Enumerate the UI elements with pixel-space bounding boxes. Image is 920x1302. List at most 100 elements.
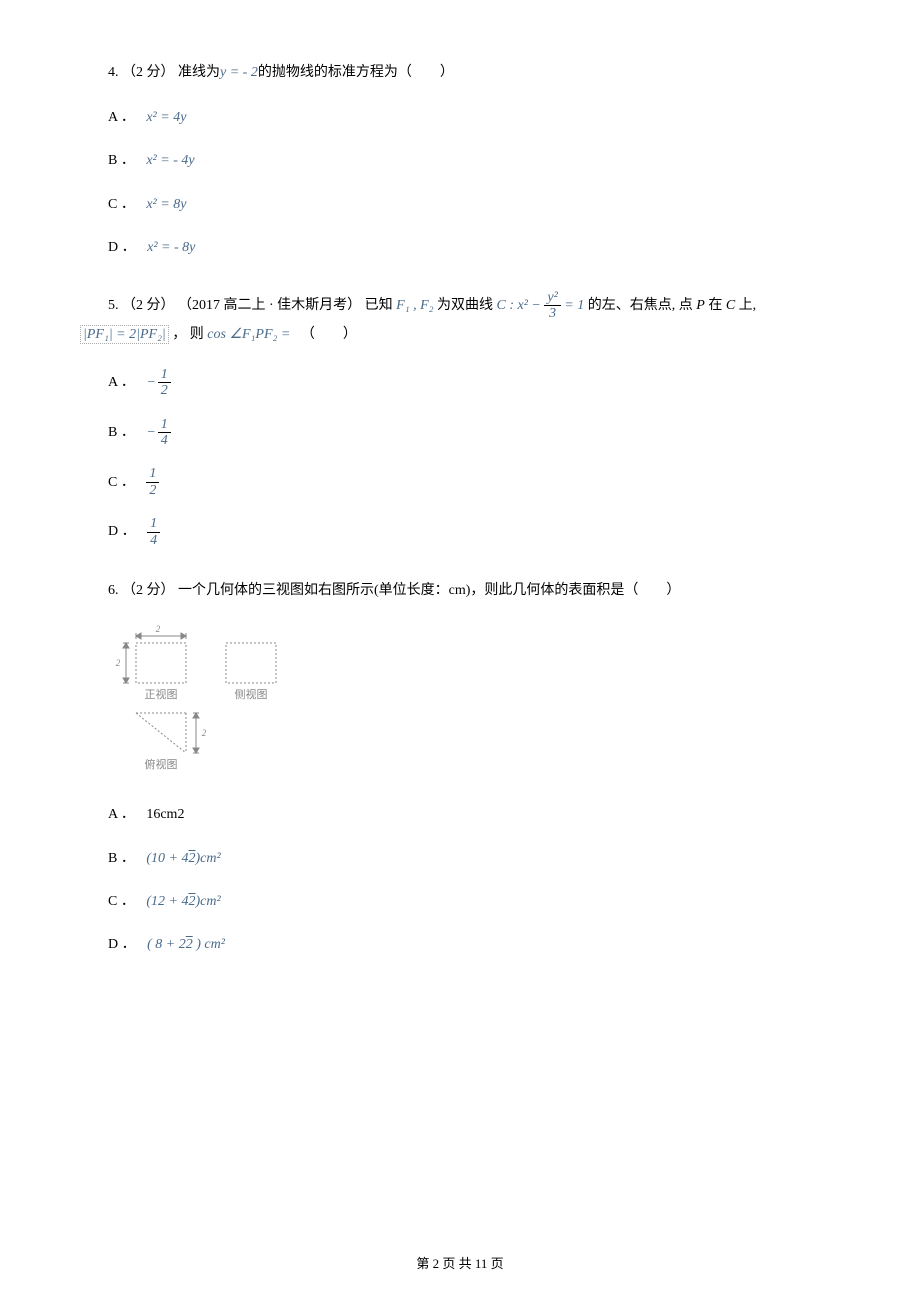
- frac-num: 1: [147, 516, 160, 532]
- q4-a-eq: x² = 4y: [146, 110, 186, 125]
- svg-text:2: 2: [116, 658, 121, 668]
- fraction: 12: [158, 367, 171, 399]
- q5-curve: C : x² − y²3 = 1: [497, 298, 585, 313]
- suffix: ) cm²: [193, 937, 225, 952]
- footer-text: 第 2 页 共 11 页: [416, 1256, 503, 1271]
- svg-text:2: 2: [156, 624, 161, 634]
- frac-num: 1: [146, 466, 159, 482]
- page-footer: 第 2 页 共 11 页: [0, 1253, 920, 1272]
- q5-points: （2 分）: [122, 298, 175, 313]
- option-label: C ．: [108, 894, 135, 909]
- option-label: B ．: [108, 425, 135, 440]
- option-label: B ．: [108, 851, 135, 866]
- q4-prefix: 准线为: [178, 65, 220, 80]
- q4-suffix: 的抛物线的标准方程为（ ）: [258, 65, 454, 80]
- q5-d-frac: 14: [147, 524, 160, 539]
- q5-t5: 上,: [735, 298, 756, 313]
- option-label: A ．: [108, 110, 135, 125]
- question-6: 6. （2 分） 一个几何体的三视图如右图所示(单位长度：cm)，则此几何体的表…: [80, 578, 840, 957]
- q6-number: 6.: [108, 583, 119, 598]
- prefix: (10 + 4: [146, 851, 188, 866]
- q5-c-frac: 12: [146, 475, 159, 490]
- prefix: (12 + 4: [146, 894, 188, 909]
- svg-text:2: 2: [202, 728, 207, 738]
- frac-den: 2: [146, 483, 159, 498]
- sqrt: 2: [186, 937, 193, 952]
- fraction: 12: [146, 466, 159, 498]
- option-label: D ．: [108, 524, 136, 539]
- q6-option-a: A ． 16cm2: [108, 802, 840, 827]
- q5-line2-cos: cos ∠F₁PF₂ =: [207, 327, 294, 342]
- q6-a-text: 16cm2: [146, 807, 184, 822]
- diagram-svg: 2 2 正视图 侧视图: [108, 623, 308, 773]
- frac-num: 1: [158, 367, 171, 383]
- svg-text:俯视图: 俯视图: [145, 757, 178, 771]
- q5-line2-end: （ ）: [294, 327, 357, 342]
- q5-t2: 为双曲线: [434, 298, 497, 313]
- q6-b-expr: (10 + 42)cm²: [146, 851, 220, 866]
- q5-t3: 的左、右焦点, 点: [584, 298, 696, 313]
- q5-option-c: C ． 12: [108, 466, 840, 498]
- suffix: )cm²: [195, 851, 220, 866]
- question-4-text: 4. （2 分） 准线为y = - 2的抛物线的标准方程为（ ）: [80, 60, 840, 85]
- frac-den: 2: [158, 383, 171, 398]
- q5-a-frac: −12: [146, 375, 170, 390]
- q5-b-frac: −14: [146, 425, 170, 440]
- frac-den: 3: [544, 306, 560, 321]
- q5-c: C: [726, 293, 735, 318]
- q4-option-c: C ． x² = 8y: [108, 192, 840, 217]
- option-label: C ．: [108, 197, 135, 212]
- fraction: 14: [158, 417, 171, 449]
- q4-option-a: A ． x² = 4y: [108, 105, 840, 130]
- q6-option-b: B ． (10 + 42)cm²: [108, 846, 840, 871]
- option-label: D ．: [108, 240, 136, 255]
- q5-curve-prefix: C : x² −: [497, 298, 545, 313]
- three-view-diagram: 2 2 正视图 侧视图: [108, 623, 840, 782]
- neg-sign: −: [146, 420, 155, 445]
- question-5-text: 5. （2 分） （2017 高二上 · 佳木斯月考） 已知 F₁ , F₂ 为…: [80, 290, 840, 347]
- q4-points: （2 分）: [122, 65, 175, 80]
- q5-t1: 已知: [365, 298, 397, 313]
- option-label: A ．: [108, 807, 135, 822]
- q4-c-eq: x² = 8y: [146, 197, 186, 212]
- q5-line2-cond: |PF₁| = 2|PF₂|: [80, 325, 169, 344]
- option-label: A ．: [108, 375, 135, 390]
- q5-option-b: B ． −14: [108, 417, 840, 449]
- neg-sign: −: [146, 370, 155, 395]
- q6-text: 一个几何体的三视图如右图所示(单位长度：cm)，则此几何体的表面积是（ ）: [178, 583, 680, 598]
- q5-curve-suffix: = 1: [561, 298, 584, 313]
- q5-source: （2017 高二上 · 佳木斯月考）: [178, 298, 361, 313]
- q5-curve-frac: y²3: [544, 290, 560, 322]
- frac-num: y²: [544, 290, 560, 306]
- question-4: 4. （2 分） 准线为y = - 2的抛物线的标准方程为（ ） A ． x² …: [80, 60, 840, 260]
- prefix: ( 8 + 2: [147, 937, 186, 952]
- q4-option-d: D ． x² = - 8y: [108, 235, 840, 260]
- q6-c-expr: (12 + 42)cm²: [146, 894, 220, 909]
- q5-number: 5.: [108, 298, 119, 313]
- q4-b-eq: x² = - 4y: [146, 153, 194, 168]
- question-5: 5. （2 分） （2017 高二上 · 佳木斯月考） 已知 F₁ , F₂ 为…: [80, 290, 840, 548]
- fraction: 14: [147, 516, 160, 548]
- suffix: )cm²: [195, 894, 220, 909]
- q5-option-d: D ． 14: [108, 516, 840, 548]
- q6-d-expr: ( 8 + 22 ) cm²: [147, 937, 225, 952]
- q6-points: （2 分）: [122, 583, 175, 598]
- q5-t4: 在: [705, 298, 726, 313]
- q4-d-eq: x² = - 8y: [147, 240, 195, 255]
- q4-option-b: B ． x² = - 4y: [108, 148, 840, 173]
- q4-condition: y = - 2: [220, 65, 258, 80]
- q6-option-c: C ． (12 + 42)cm²: [108, 889, 840, 914]
- q5-p: P: [696, 293, 705, 318]
- option-label: D ．: [108, 937, 136, 952]
- option-label: B ．: [108, 153, 135, 168]
- frac-den: 4: [158, 433, 171, 448]
- q5-foci: F₁ , F₂: [396, 298, 433, 313]
- frac-den: 4: [147, 533, 160, 548]
- q5-option-a: A ． −12: [108, 367, 840, 399]
- frac-num: 1: [158, 417, 171, 433]
- q6-option-d: D ． ( 8 + 22 ) cm²: [108, 932, 840, 957]
- q5-line2-t1: ， 则: [169, 327, 208, 342]
- svg-text:侧视图: 侧视图: [235, 687, 268, 701]
- svg-text:正视图: 正视图: [145, 687, 178, 701]
- q4-number: 4.: [108, 65, 119, 80]
